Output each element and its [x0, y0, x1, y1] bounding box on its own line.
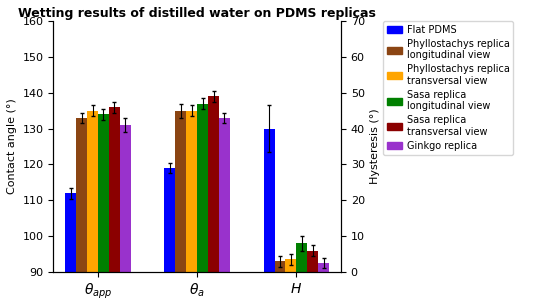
- Bar: [98, 114, 109, 272]
- Bar: [175, 111, 186, 272]
- Bar: [208, 96, 219, 272]
- Bar: [274, 261, 285, 272]
- Bar: [263, 129, 274, 272]
- Bar: [219, 118, 230, 272]
- Bar: [197, 103, 208, 272]
- Bar: [87, 111, 98, 272]
- Bar: [164, 168, 175, 272]
- Bar: [65, 193, 76, 272]
- Bar: [186, 111, 197, 272]
- Bar: [307, 250, 318, 272]
- Bar: [120, 125, 131, 272]
- Bar: [76, 118, 87, 272]
- Legend: Flat PDMS, Phyllostachys replica
longitudinal view, Phyllostachys replica
transv: Flat PDMS, Phyllostachys replica longitu…: [383, 21, 513, 155]
- Title: Wetting results of distilled water on PDMS replicas: Wetting results of distilled water on PD…: [18, 7, 376, 20]
- Bar: [285, 259, 296, 272]
- Y-axis label: Hysteresis (°): Hysteresis (°): [370, 109, 381, 184]
- Y-axis label: Contact angle (°): Contact angle (°): [7, 99, 17, 194]
- Bar: [296, 243, 307, 272]
- Bar: [109, 107, 120, 272]
- Bar: [318, 263, 329, 272]
